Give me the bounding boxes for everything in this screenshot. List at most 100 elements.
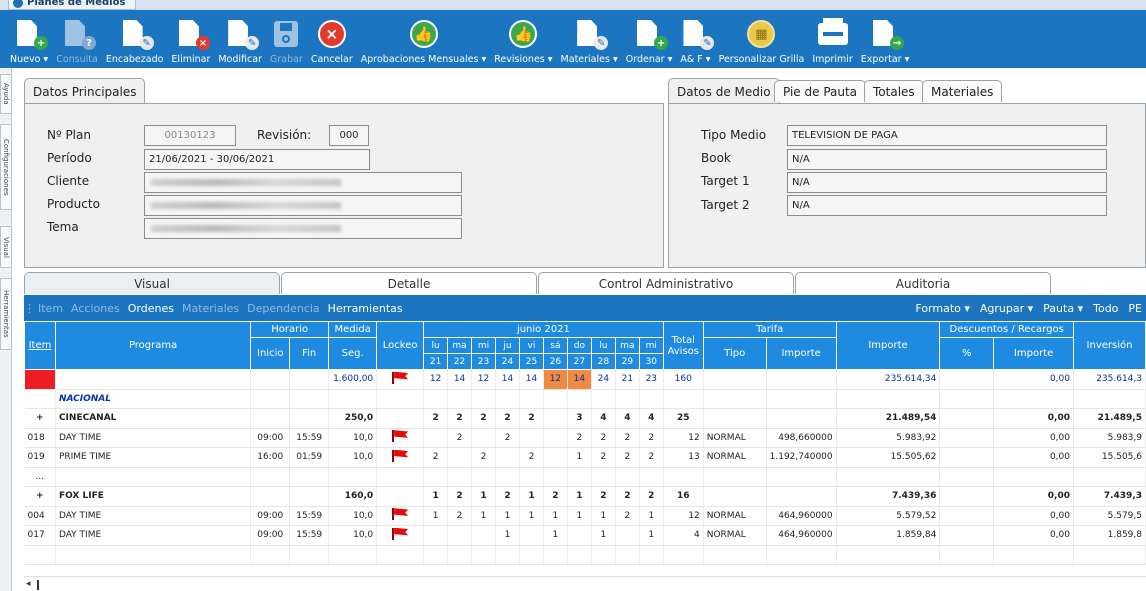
tab-visual[interactable]: Visual xyxy=(24,272,280,294)
row-lockeo[interactable] xyxy=(376,525,425,546)
periodo-field[interactable]: 21/06/2021 - 30/06/2021 xyxy=(144,149,370,170)
row-day[interactable]: 1 xyxy=(495,525,520,546)
window-tab[interactable]: Planes de Medios xyxy=(8,0,137,10)
menu-item[interactable]: Item xyxy=(38,301,64,315)
row-day[interactable]: 2 xyxy=(495,408,520,429)
toolbar-button-eliminar[interactable]: × Eliminar xyxy=(167,12,214,68)
row-day[interactable]: 1 xyxy=(543,525,568,546)
menu-materiales[interactable]: Materiales xyxy=(181,301,240,315)
menu-agrupar[interactable]: Agrupar ▾ xyxy=(979,301,1034,315)
row-day[interactable]: 1 xyxy=(495,506,520,526)
toolbar-button-cancelar[interactable]: × Cancelar xyxy=(307,12,357,68)
menu-ordenes[interactable]: Ordenes xyxy=(127,301,174,315)
book-field[interactable]: N/A xyxy=(787,149,1107,170)
row-day[interactable] xyxy=(471,525,496,546)
row-day[interactable]: 2 xyxy=(639,447,664,468)
row-day[interactable]: 2 xyxy=(639,486,664,507)
row-day[interactable]: 1 xyxy=(423,506,449,526)
col-desc-importe[interactable]: Importe xyxy=(993,337,1074,370)
row-day[interactable]: 2 xyxy=(423,408,449,429)
row-day[interactable]: 2 xyxy=(495,486,520,507)
row-day[interactable]: 4 xyxy=(591,408,616,429)
tipo-medio-field[interactable]: TELEVISION DE PAGA xyxy=(787,125,1107,146)
toolbar-button-imprimir[interactable]: Imprimir xyxy=(808,12,856,68)
tab-control-administrativo[interactable]: Control Administrativo xyxy=(538,272,794,294)
row-day[interactable]: 2 xyxy=(447,486,473,507)
target1-field[interactable]: N/A xyxy=(787,172,1107,193)
row-item[interactable]: + xyxy=(24,408,56,429)
row-day[interactable] xyxy=(423,428,449,448)
row-item[interactable]: + xyxy=(24,486,56,507)
col-desc-pct[interactable]: % xyxy=(939,337,995,370)
row-day[interactable] xyxy=(423,525,449,546)
row-day[interactable]: 4 xyxy=(615,408,640,429)
row-day[interactable]: 2 xyxy=(447,428,473,448)
plan-field[interactable]: 00130123 xyxy=(144,125,236,146)
row-programa[interactable]: DAY TIME xyxy=(55,525,252,546)
row-lockeo[interactable] xyxy=(376,486,425,507)
revision-field[interactable]: 000 xyxy=(329,125,369,146)
row-day[interactable] xyxy=(495,447,520,468)
row-programa[interactable]: CINECANAL xyxy=(55,408,252,429)
row-day[interactable]: 1 xyxy=(639,506,664,526)
row-day[interactable]: 2 xyxy=(471,408,496,429)
row-day[interactable]: 2 xyxy=(423,447,449,468)
row-day[interactable]: 2 xyxy=(615,428,640,448)
row-lockeo[interactable] xyxy=(376,408,425,429)
row-item[interactable]: ... xyxy=(24,467,56,487)
tab-detalle[interactable]: Detalle xyxy=(281,272,537,294)
row-day[interactable]: 2 xyxy=(471,447,496,468)
row-item[interactable]: 019 xyxy=(24,447,56,468)
horizontal-scrollbar[interactable]: ◂ xyxy=(24,576,1146,591)
row-day[interactable]: 4 xyxy=(639,408,664,429)
row-day[interactable]: 2 xyxy=(519,447,544,468)
col-fin[interactable]: Fin xyxy=(289,337,330,370)
row-day[interactable]: 2 xyxy=(567,428,592,448)
menu-pe[interactable]: PE xyxy=(1128,301,1142,315)
menu-pauta[interactable]: Pauta ▾ xyxy=(1043,301,1084,315)
tab-materiales[interactable]: Materiales xyxy=(922,80,1003,102)
row-day[interactable]: 2 xyxy=(519,408,544,429)
row-item[interactable]: 004 xyxy=(24,506,56,526)
row-day[interactable]: 1 xyxy=(519,506,544,526)
menu-acciones[interactable]: Acciones xyxy=(71,301,120,315)
tab-datos-de-medio[interactable]: Datos de Medio xyxy=(668,78,780,104)
row-day[interactable]: 1 xyxy=(567,447,592,468)
row-day[interactable]: 2 xyxy=(447,506,473,526)
row-day[interactable] xyxy=(471,428,496,448)
row-day[interactable] xyxy=(519,525,544,546)
tab-pie-de-pauta[interactable]: Pie de Pauta xyxy=(774,80,867,102)
row-day[interactable]: 1 xyxy=(543,506,568,526)
sidetab-herramientas[interactable]: Herramientas xyxy=(0,278,12,350)
row-day[interactable]: 1 xyxy=(423,486,449,507)
row-day[interactable] xyxy=(543,447,568,468)
row-day[interactable]: 1 xyxy=(519,486,544,507)
row-item[interactable]: 018 xyxy=(24,428,56,448)
col-importe[interactable]: Importe xyxy=(835,321,941,370)
toolbar-button-aprobaciones-mensuales[interactable]: 👍 Aprobaciones Mensuales ▾ xyxy=(357,12,490,68)
row-day[interactable] xyxy=(447,447,473,468)
row-lockeo[interactable] xyxy=(376,428,425,448)
menu-formato[interactable]: Formato ▾ xyxy=(915,301,970,315)
toolbar-button-revisiones[interactable]: 👍 Revisiones ▾ xyxy=(490,12,556,68)
producto-field[interactable] xyxy=(144,195,462,216)
group-row[interactable]: + CINECANAL 250,0 2 2 2 2 2 3 4 4 4 25 21.489,54 0,00 2… xyxy=(24,408,1146,429)
row-day[interactable]: 1 xyxy=(567,506,592,526)
toolbar-button-modificar[interactable]: ✎ Modificar xyxy=(214,12,266,68)
target2-field[interactable]: N/A xyxy=(787,195,1107,216)
row-day[interactable]: 1 xyxy=(471,486,496,507)
toolbar-button-materiales[interactable]: ✎ Materiales ▾ xyxy=(557,12,622,68)
row-programa[interactable]: DAY TIME xyxy=(55,428,252,448)
row-day[interactable]: 2 xyxy=(639,428,664,448)
row-day[interactable] xyxy=(615,525,640,546)
toolbar-button-exportar[interactable]: → Exportar ▾ xyxy=(857,12,914,68)
tab-auditoria[interactable]: Auditoria xyxy=(795,272,1051,294)
toolbar-button-nuevo[interactable]: + Nuevo ▾ xyxy=(6,12,52,68)
col-total-avisos[interactable]: Total Avisos xyxy=(662,321,704,370)
toolbar-button-encabezado[interactable]: ✎ Encabezado xyxy=(102,12,168,68)
table-row[interactable]: 018 DAY TIME 09:00 15:59 10,0 2 2 2 2 2 2 12 NORMAL 4… xyxy=(24,428,1146,448)
row-day[interactable]: 2 xyxy=(615,486,640,507)
tab-totales[interactable]: Totales xyxy=(864,80,924,102)
col-inicio[interactable]: Inicio xyxy=(250,337,291,370)
menu-dependencia[interactable]: Dependencia xyxy=(247,301,320,315)
